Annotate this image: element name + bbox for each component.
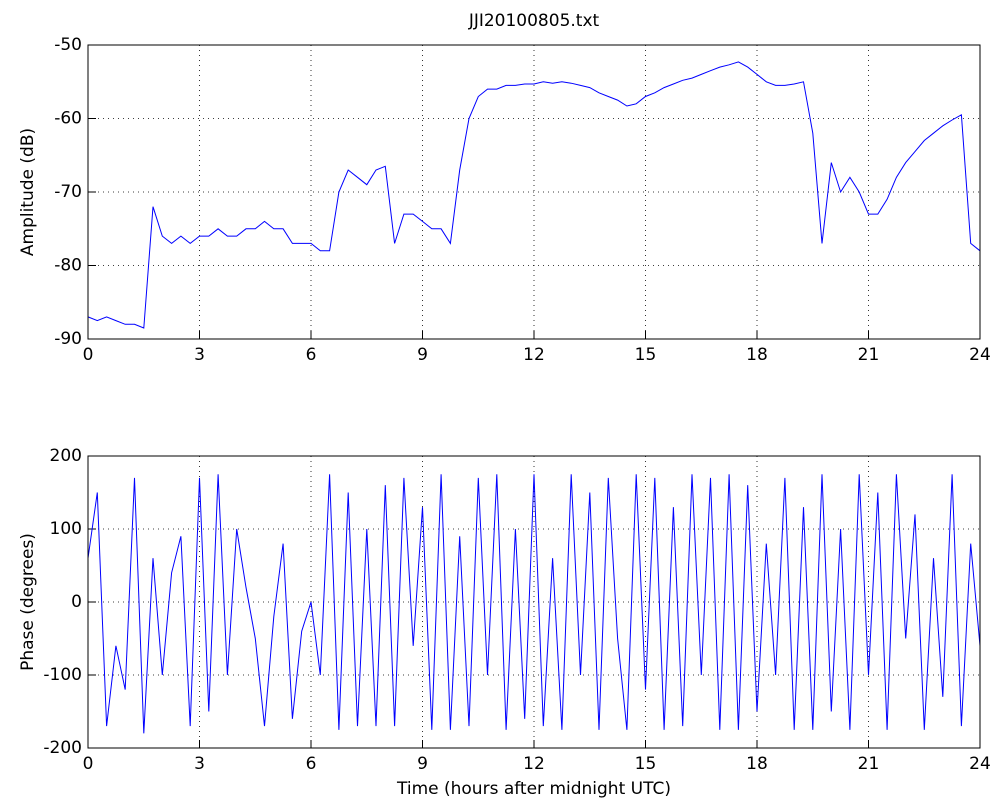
chart-title: JJI20100805.txt	[468, 11, 600, 31]
x-tick-label: 18	[746, 345, 768, 365]
x-tick-label: 6	[306, 754, 317, 774]
x-tick-label: 3	[194, 754, 205, 774]
x-tick-label: 0	[83, 345, 94, 365]
x-tick-label: 3	[194, 345, 205, 365]
x-axis-label: Time (hours after midnight UTC)	[396, 779, 671, 799]
x-tick-label: 24	[969, 345, 991, 365]
x-tick-label: 6	[306, 345, 317, 365]
y-tick-label: 0	[71, 592, 82, 612]
y-tick-label: 200	[50, 446, 82, 466]
y-tick-label: -50	[54, 35, 82, 55]
x-tick-label: 12	[523, 345, 545, 365]
x-tick-label: 15	[635, 345, 657, 365]
axes-frame	[87, 44, 981, 340]
x-tick-label: 9	[417, 345, 428, 365]
y-tick-label: 100	[50, 519, 82, 539]
y-tick-label: -60	[54, 109, 82, 129]
x-tick-label: 21	[858, 754, 880, 774]
x-tick-label: 0	[83, 754, 94, 774]
data-line	[87, 474, 981, 734]
x-tick-label: 12	[523, 754, 545, 774]
y-axis-label: Amplitude (dB)	[18, 128, 38, 256]
y-tick-label: -200	[43, 738, 82, 758]
x-tick-label: 9	[417, 754, 428, 774]
y-tick-label: -100	[43, 665, 82, 685]
y-tick-label: -90	[54, 329, 82, 349]
data-line	[87, 61, 981, 329]
x-tick-label: 18	[746, 754, 768, 774]
y-axis-label: Phase (degrees)	[18, 533, 38, 671]
y-tick-label: -70	[54, 182, 82, 202]
axes-frame	[87, 455, 981, 749]
x-tick-label: 24	[969, 754, 991, 774]
x-tick-label: 15	[635, 754, 657, 774]
x-tick-label: 21	[858, 345, 880, 365]
y-tick-label: -80	[54, 256, 82, 276]
